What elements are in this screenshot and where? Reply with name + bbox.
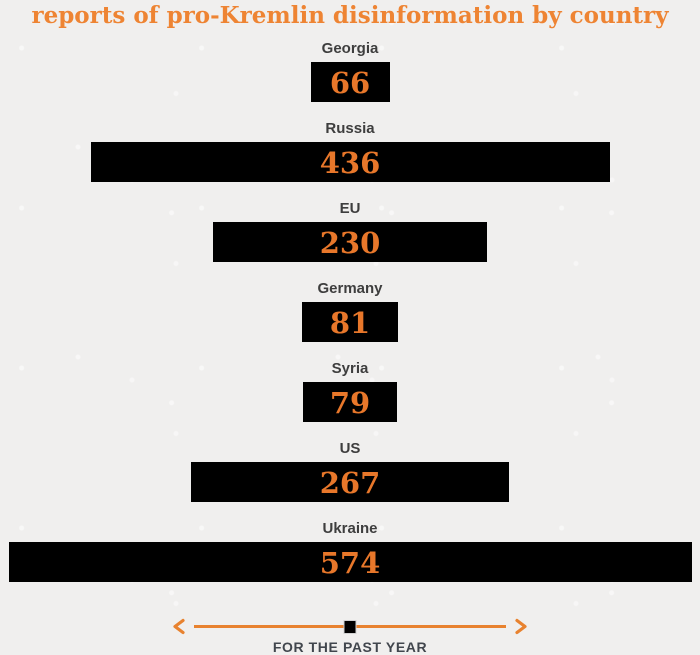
bar-germany[interactable]: 81: [302, 302, 398, 342]
bar-value-label: 267: [319, 465, 381, 500]
chevron-left-icon[interactable]: [171, 618, 187, 635]
chart-row-us: US 267: [0, 440, 700, 502]
bar-russia[interactable]: 436: [90, 142, 610, 182]
bar-category-label: US: [339, 440, 361, 457]
bar-value-label: 66: [329, 65, 371, 100]
slider-track[interactable]: [194, 619, 506, 634]
chart-row-syria: Syria 79: [0, 360, 700, 422]
time-range-slider[interactable]: [171, 618, 529, 635]
bar-category-label: EU: [339, 200, 361, 217]
slider-handle[interactable]: [343, 619, 357, 634]
chart-row-russia: Russia 436: [0, 120, 700, 182]
bar-category-label: Ukraine: [322, 520, 378, 537]
chart-row-georgia: Georgia 66: [0, 40, 700, 102]
bar-syria[interactable]: 79: [303, 382, 397, 422]
bar-us[interactable]: 267: [191, 462, 509, 502]
bar-chart: Georgia 66 Russia 436 EU 230 Germany 81 Syria 79 U…: [0, 40, 700, 582]
bar-value-label: 436: [319, 145, 381, 180]
bar-category-label: Syria: [331, 360, 369, 377]
bar-category-label: Georgia: [321, 40, 379, 57]
bar-value-label: 79: [329, 385, 371, 420]
chart-row-ukraine: Ukraine 574: [0, 520, 700, 582]
bar-value-label: 574: [319, 545, 381, 580]
chart-row-germany: Germany 81: [0, 280, 700, 342]
chevron-right-icon[interactable]: [513, 618, 529, 635]
chart-row-eu: EU 230: [0, 200, 700, 262]
bar-category-label: Germany: [317, 280, 383, 297]
chart-title: reports of pro-Kremlin disinformation by…: [31, 2, 669, 29]
bar-eu[interactable]: 230: [213, 222, 487, 262]
bar-georgia[interactable]: 66: [310, 62, 390, 102]
slider-label: FOR THE PAST YEAR: [272, 639, 428, 655]
bar-category-label: Russia: [325, 120, 375, 137]
bar-value-label: 81: [329, 305, 371, 340]
bar-value-label: 230: [319, 225, 381, 260]
bar-ukraine[interactable]: 574: [8, 542, 692, 582]
